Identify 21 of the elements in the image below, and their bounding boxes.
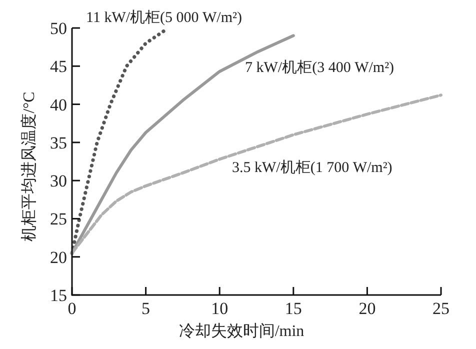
line-series: [70, 28, 167, 255]
x-tick-label: 15: [284, 299, 302, 318]
x-tick-label: 0: [68, 299, 76, 318]
series-label: 3.5 kW/机柜(1 700 W/m²): [232, 159, 392, 176]
y-tick-label: 25: [50, 210, 67, 229]
series-label: 11 kW/机柜(5 000 W/m²): [86, 9, 242, 26]
x-tick-label: 10: [211, 299, 228, 318]
y-axis-title: 机柜平均进风温度/°C: [20, 92, 38, 242]
y-tick-label: 30: [50, 172, 67, 191]
x-tick-label: 25: [432, 299, 450, 318]
line-series: [70, 94, 442, 255]
y-tick-label: 50: [50, 19, 67, 38]
y-tick-label: 40: [50, 95, 67, 114]
y-tick-label: 45: [50, 57, 67, 76]
x-tick-label: 5: [142, 299, 150, 318]
series-label: 7 kW/机柜(3 400 W/m²): [245, 59, 394, 76]
x-axis-title: 冷却失效时间/min: [178, 322, 304, 340]
y-tick-label: 15: [50, 286, 67, 305]
y-tick-label: 35: [50, 133, 67, 152]
x-tick-label: 20: [358, 299, 376, 318]
y-tick-label: 20: [50, 248, 67, 267]
